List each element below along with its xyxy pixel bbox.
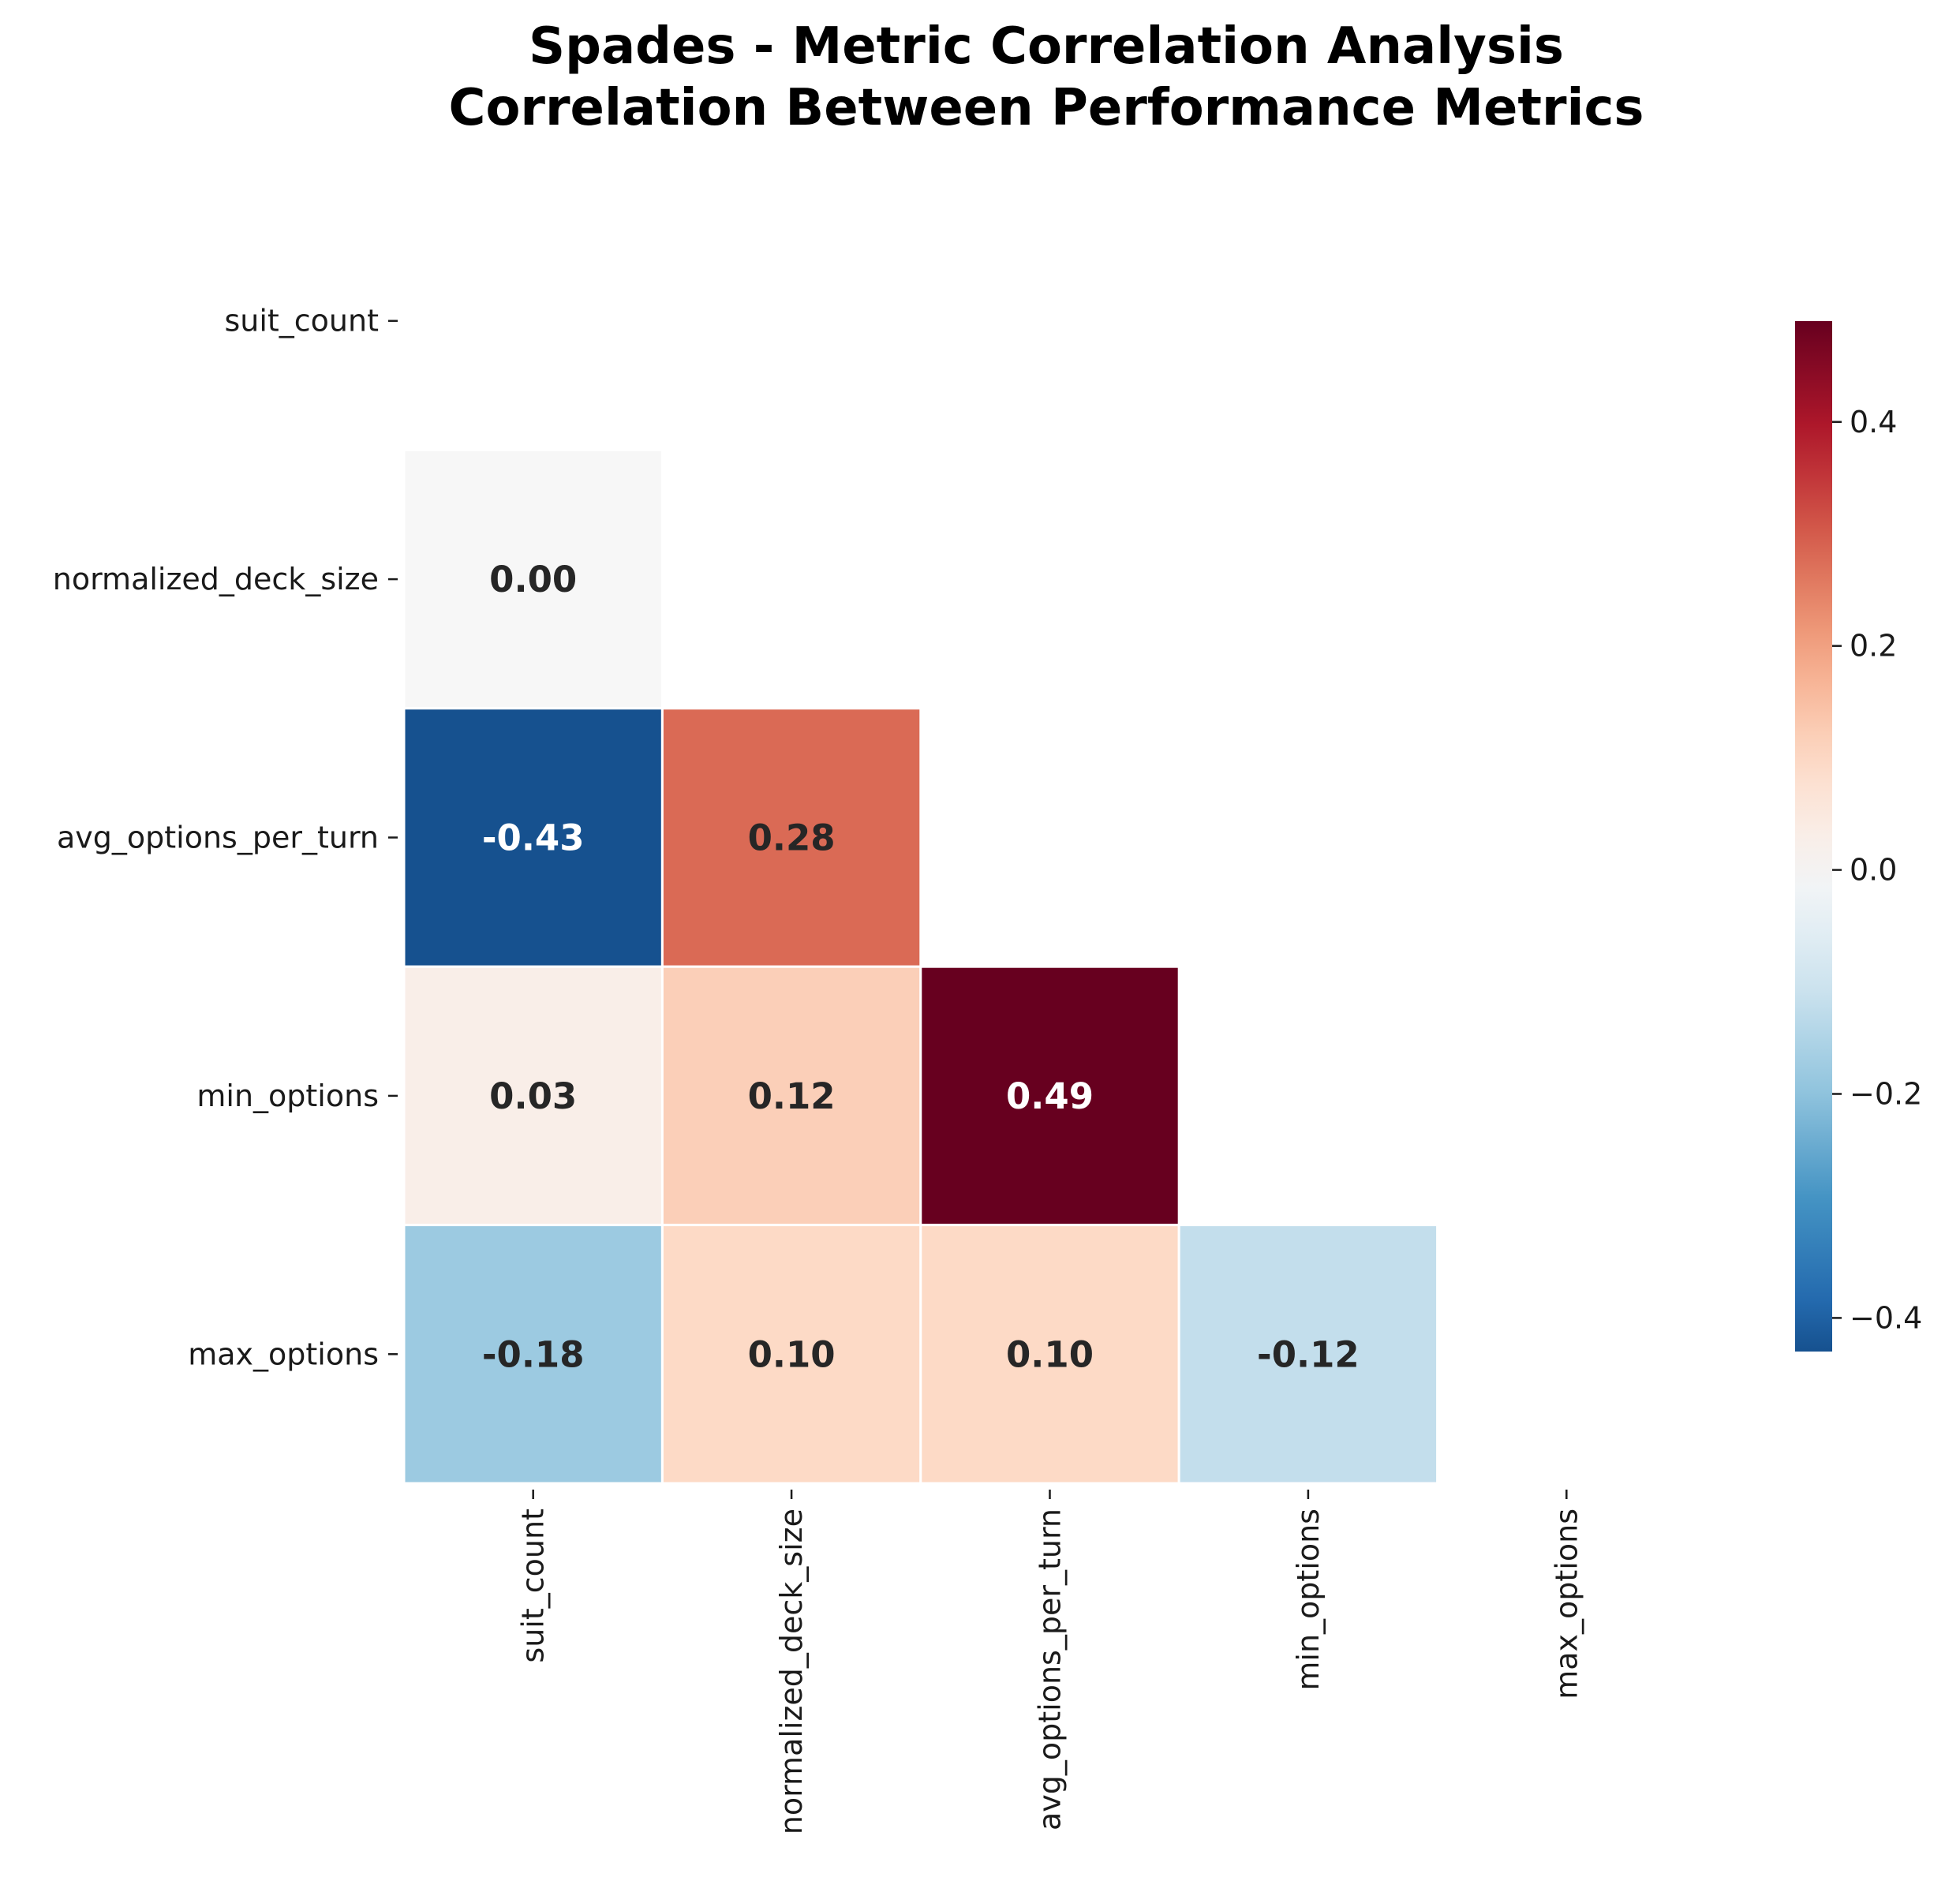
heatmap-cell [402, 1224, 664, 1485]
heatmap-cell [919, 1224, 1180, 1485]
heatmap-cells: 0.00 -0.43 0.28 0.03 0.12 0.49 -0.18 0.10 0.10 -0… [402, 448, 1439, 1485]
chart-subtitle: Correlation Between Performance Metrics [448, 79, 1644, 137]
x-tick-label: min_options [1291, 1509, 1326, 1691]
cell-value-label: 0.00 [489, 559, 577, 600]
y-tick-label: suit_count [224, 304, 379, 338]
colorbar-gradient [1795, 321, 1832, 1352]
colorbar-tick-label: 0.2 [1850, 629, 1897, 664]
x-tick-label: max_options [1549, 1509, 1584, 1699]
y-tick-label: avg_options_per_turn [57, 821, 379, 855]
y-tick-label: min_options [196, 1079, 379, 1113]
colorbar-tick-label: −0.2 [1850, 1077, 1922, 1112]
heatmap-cell [402, 448, 664, 710]
y-axis: suit_count normalized_deck_size avg_option… [53, 304, 398, 1371]
cell-value-label: -0.18 [482, 1333, 585, 1375]
cell-value-label: 0.28 [748, 817, 836, 859]
cell-value-label: -0.43 [482, 817, 585, 859]
y-tick-label: max_options [188, 1337, 379, 1371]
heatmap-cell [1177, 1224, 1439, 1485]
colorbar-tick-label: −0.4 [1850, 1300, 1922, 1335]
x-tick-label: suit_count [516, 1509, 551, 1663]
x-tick-label: avg_options_per_turn [1033, 1509, 1068, 1830]
cell-value-label: -0.12 [1257, 1333, 1360, 1375]
cell-value-label: 0.03 [489, 1075, 577, 1117]
cell-value-label: 0.10 [748, 1333, 836, 1375]
heatmap-cell [919, 965, 1180, 1227]
cell-value-label: 0.10 [1006, 1333, 1094, 1375]
chart-title: Spades - Metric Correlation Analysis [529, 17, 1564, 76]
colorbar-tick-label: 0.4 [1850, 405, 1897, 439]
x-tick-label: normalized_deck_size [774, 1509, 809, 1834]
x-axis: suit_count normalized_deck_size avg_option… [516, 1490, 1584, 1834]
colorbar-tick-label: 0.0 [1850, 853, 1897, 888]
cell-value-label: 0.49 [1006, 1075, 1094, 1117]
y-tick-label: normalized_deck_size [53, 562, 379, 596]
heatmap-cell [660, 965, 922, 1227]
heatmap-cell [402, 965, 664, 1227]
colorbar: −0.4 −0.2 0.0 0.2 0.4 [1795, 321, 1922, 1352]
heatmap-cell [660, 1224, 922, 1485]
cell-value-label: 0.12 [748, 1075, 836, 1117]
heatmap-cell [402, 707, 664, 968]
heatmap-cell [660, 707, 922, 968]
